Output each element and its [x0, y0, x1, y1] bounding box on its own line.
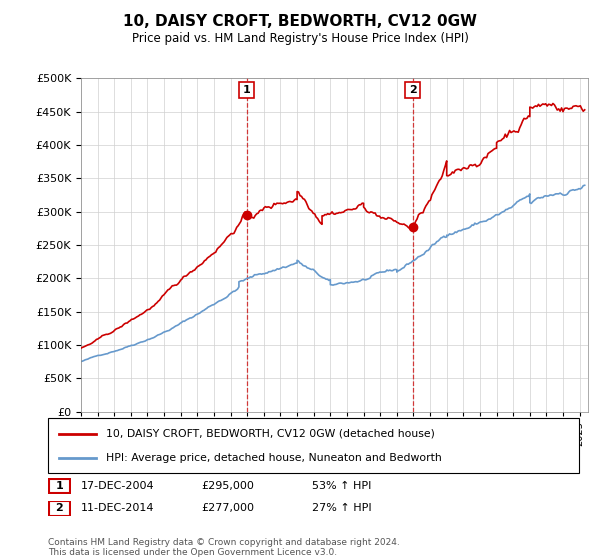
Text: £277,000: £277,000 — [201, 503, 254, 514]
Text: 11-DEC-2014: 11-DEC-2014 — [81, 503, 155, 514]
Text: 17-DEC-2004: 17-DEC-2004 — [81, 481, 155, 491]
Text: 10, DAISY CROFT, BEDWORTH, CV12 0GW: 10, DAISY CROFT, BEDWORTH, CV12 0GW — [123, 14, 477, 29]
Text: 53% ↑ HPI: 53% ↑ HPI — [312, 481, 371, 491]
Text: HPI: Average price, detached house, Nuneaton and Bedworth: HPI: Average price, detached house, Nune… — [106, 453, 442, 463]
Text: 1: 1 — [242, 85, 250, 95]
Text: Price paid vs. HM Land Registry's House Price Index (HPI): Price paid vs. HM Land Registry's House … — [131, 32, 469, 45]
Text: 2: 2 — [409, 85, 416, 95]
Text: 2: 2 — [56, 503, 63, 514]
Text: 27% ↑ HPI: 27% ↑ HPI — [312, 503, 371, 514]
Text: 10, DAISY CROFT, BEDWORTH, CV12 0GW (detached house): 10, DAISY CROFT, BEDWORTH, CV12 0GW (det… — [106, 429, 435, 438]
Text: 1: 1 — [56, 481, 63, 491]
Text: Contains HM Land Registry data © Crown copyright and database right 2024.
This d: Contains HM Land Registry data © Crown c… — [48, 538, 400, 557]
Text: £295,000: £295,000 — [201, 481, 254, 491]
